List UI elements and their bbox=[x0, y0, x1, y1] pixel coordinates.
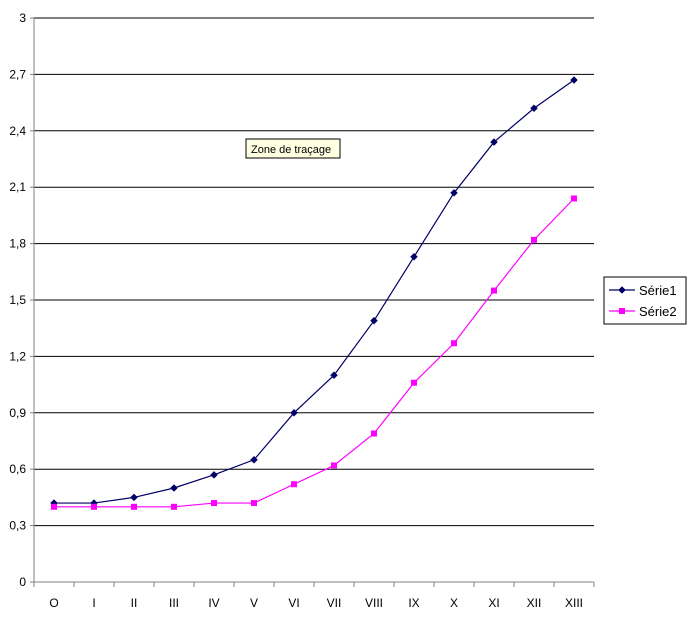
data-point bbox=[570, 76, 578, 84]
series-line bbox=[54, 198, 575, 508]
series-line bbox=[54, 79, 575, 504]
x-tick-label: O bbox=[49, 596, 58, 610]
legend-label: Série1 bbox=[639, 283, 677, 298]
y-tick-label: 1,8 bbox=[9, 237, 26, 251]
x-tick-label: V bbox=[250, 596, 258, 610]
x-tick-label: I bbox=[92, 596, 95, 610]
x-tick-label: VIII bbox=[365, 596, 383, 610]
data-point bbox=[291, 481, 297, 488]
x-tick-label: II bbox=[131, 596, 138, 610]
data-point bbox=[210, 470, 218, 479]
legend-entry: Série1 bbox=[609, 283, 677, 298]
x-tick-label: IX bbox=[408, 596, 419, 610]
data-point bbox=[371, 430, 377, 437]
data-point bbox=[131, 503, 137, 510]
data-point bbox=[171, 503, 177, 510]
legend-swatch-marker bbox=[619, 308, 625, 314]
y-tick-label: 3 bbox=[19, 11, 26, 25]
data-point bbox=[331, 462, 337, 469]
x-tick-label: XII bbox=[527, 596, 542, 610]
data-point bbox=[451, 340, 457, 347]
data-point bbox=[530, 104, 538, 113]
data-point bbox=[290, 408, 298, 417]
y-tick-label: 2,7 bbox=[9, 67, 26, 81]
legend-swatch-marker bbox=[618, 286, 626, 294]
tooltip-box bbox=[245, 138, 341, 159]
tooltip-label: Zone de traçage bbox=[251, 144, 331, 156]
x-tick-label: VI bbox=[288, 596, 299, 610]
data-point bbox=[491, 287, 497, 294]
data-point bbox=[250, 455, 258, 464]
gridlines bbox=[34, 17, 594, 527]
legend-box bbox=[603, 276, 687, 325]
x-tick-label: III bbox=[169, 596, 179, 610]
series-lines bbox=[50, 76, 578, 510]
y-tick-label: 1,5 bbox=[9, 293, 26, 307]
data-point bbox=[51, 503, 57, 510]
x-tick-label: VII bbox=[327, 596, 342, 610]
axes bbox=[30, 17, 595, 587]
data-point bbox=[411, 379, 417, 386]
legend: Série1 Série2 bbox=[603, 276, 687, 325]
y-tick-label: 0,9 bbox=[9, 406, 26, 420]
legend-entry: Série2 bbox=[609, 304, 677, 319]
x-tick-label: X bbox=[450, 596, 458, 610]
data-point bbox=[330, 371, 338, 380]
x-tick-label: XIII bbox=[565, 596, 583, 610]
y-axis-tick-labels: 0 0,3 0,6 0,9 1,2 1,5 1,8 2,1 2,4 2,7 3 bbox=[9, 11, 26, 589]
data-point bbox=[450, 188, 458, 197]
data-point bbox=[130, 493, 138, 502]
legend-label: Série2 bbox=[639, 304, 677, 319]
data-point bbox=[211, 500, 217, 507]
x-tick-label: IV bbox=[208, 596, 219, 610]
data-point bbox=[531, 236, 537, 243]
y-tick-label: 0,3 bbox=[9, 519, 26, 533]
y-tick-label: 0 bbox=[19, 575, 26, 589]
data-point bbox=[571, 195, 577, 202]
data-point bbox=[170, 484, 178, 492]
y-tick-label: 2,4 bbox=[9, 124, 26, 138]
series-1 bbox=[50, 76, 578, 507]
data-point bbox=[370, 316, 378, 325]
series-2 bbox=[51, 195, 577, 510]
x-axis-tick-labels: O I II III IV V VI VII VIII IX X XI XII XIII bbox=[49, 596, 583, 610]
plot-area-tooltip: Zone de traçage bbox=[245, 138, 341, 159]
data-point bbox=[251, 500, 257, 507]
y-tick-label: 2,1 bbox=[9, 180, 26, 194]
data-point bbox=[410, 252, 418, 261]
data-point bbox=[490, 138, 498, 146]
y-tick-label: 1,2 bbox=[9, 349, 26, 363]
x-tick-label: XI bbox=[488, 596, 499, 610]
data-point bbox=[91, 503, 97, 510]
y-tick-label: 0,6 bbox=[9, 462, 26, 476]
